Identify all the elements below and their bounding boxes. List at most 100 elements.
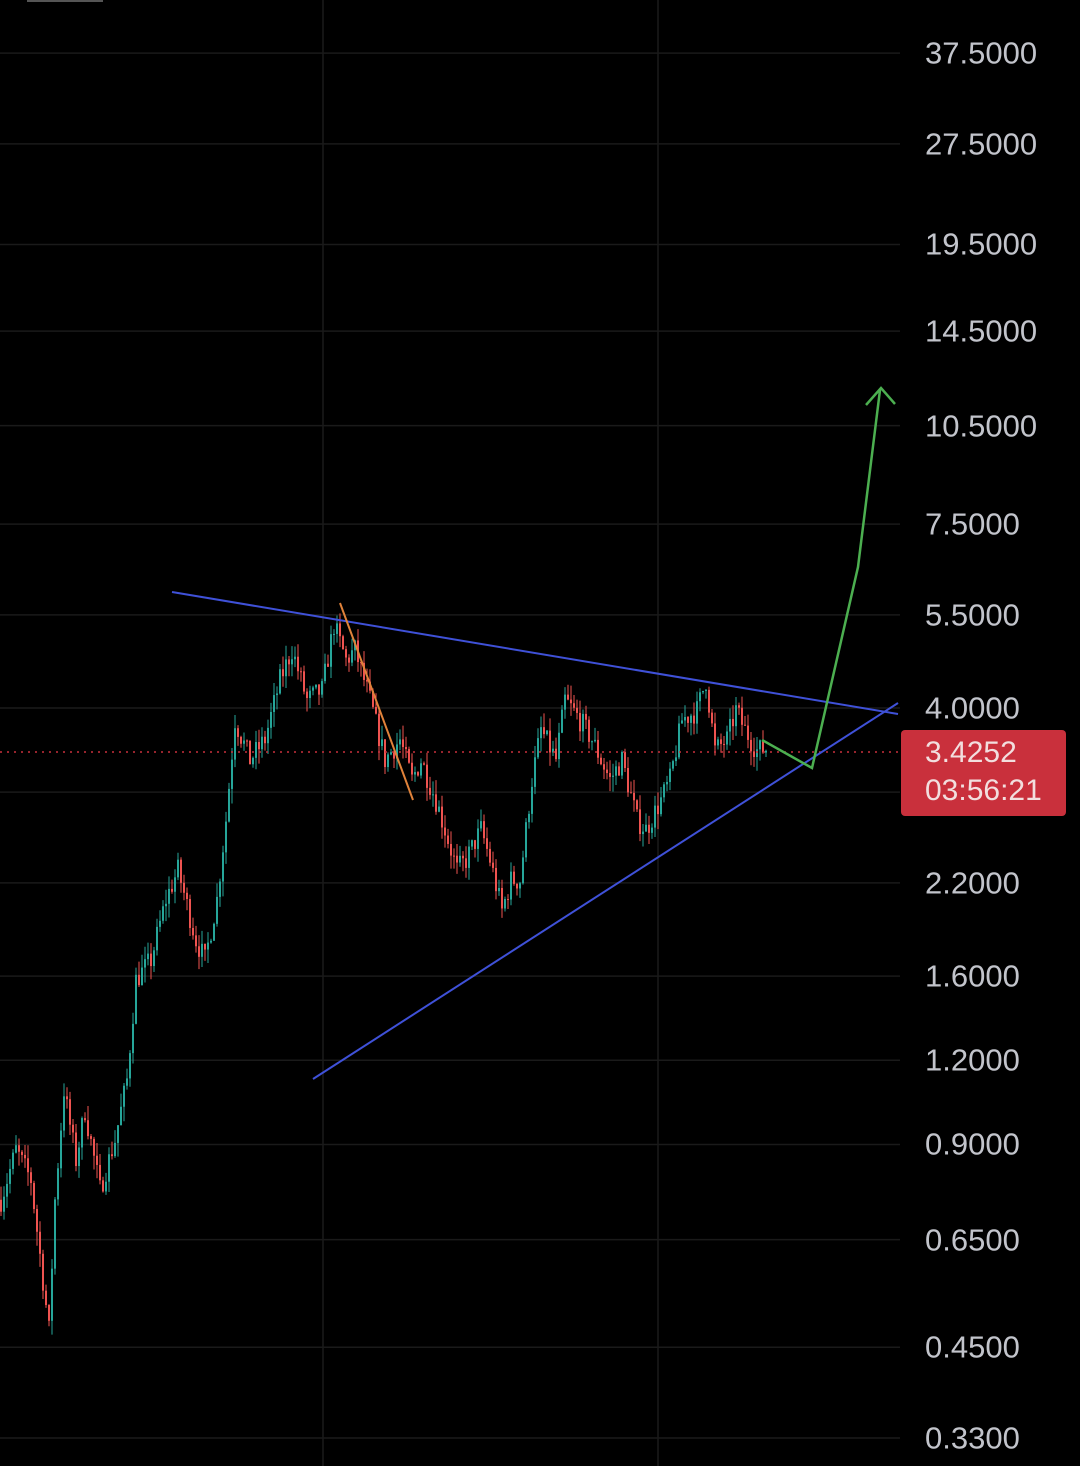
candle-body — [12, 1152, 14, 1169]
candle-body — [405, 747, 407, 750]
y-tick-label: 0.9000 — [925, 1126, 1020, 1162]
candle-body — [594, 739, 596, 742]
candle-body — [615, 766, 617, 776]
candle-body — [411, 762, 413, 775]
candle-body — [99, 1164, 101, 1181]
candle-body — [180, 859, 182, 883]
candle-body — [231, 759, 233, 789]
candle-body — [501, 888, 503, 909]
candle-body — [15, 1145, 17, 1153]
candle-body — [612, 775, 614, 777]
candle-body — [183, 882, 185, 893]
candle-body — [690, 715, 692, 723]
candle-body — [9, 1168, 11, 1184]
candle-body — [201, 943, 203, 957]
candle-body — [72, 1124, 74, 1133]
candle-body — [129, 1053, 131, 1079]
candle-body — [306, 691, 308, 698]
candle-body — [249, 740, 251, 765]
candle-body — [465, 858, 467, 868]
candle-body — [219, 881, 221, 897]
orange-drawing-line[interactable] — [339, 602, 414, 801]
candle-body — [18, 1145, 20, 1152]
candle-body — [117, 1125, 119, 1143]
candle-body — [39, 1231, 41, 1254]
candle-body — [456, 855, 458, 863]
candle-body — [336, 623, 338, 634]
y-tick-label: 0.6500 — [925, 1222, 1020, 1258]
projection-arrow[interactable] — [761, 389, 882, 770]
candle-body — [375, 706, 377, 714]
candle-body — [348, 657, 350, 663]
candle-body — [297, 656, 299, 672]
candle-body — [420, 763, 422, 776]
candle-body — [282, 669, 284, 677]
candle-body — [204, 943, 206, 950]
candle-body — [171, 888, 173, 892]
candle-body — [600, 757, 602, 765]
candle-body — [246, 740, 248, 742]
candle-body — [21, 1151, 23, 1155]
candle-body — [156, 926, 158, 951]
candle-body — [534, 757, 536, 787]
y-tick-label: 4.0000 — [925, 690, 1020, 726]
candle-body — [678, 723, 680, 758]
candle-body — [414, 772, 416, 775]
candle-body — [432, 794, 434, 796]
candle-body — [681, 720, 683, 724]
candle-body — [738, 705, 740, 708]
candle-body — [666, 781, 668, 785]
candle-body — [237, 728, 239, 737]
candle-body — [360, 662, 362, 664]
candle-body — [486, 838, 488, 849]
candle-body — [339, 623, 341, 637]
candle-body — [381, 739, 383, 747]
candle-body — [507, 898, 509, 900]
candle-body — [165, 903, 167, 907]
candle-body — [60, 1130, 62, 1169]
candle-body — [480, 821, 482, 829]
candle-body — [513, 871, 515, 884]
candle-body — [702, 690, 704, 693]
candle-body — [618, 766, 620, 776]
candle-body — [327, 663, 329, 667]
candle-body — [243, 740, 245, 744]
y-tick-label: 0.4500 — [925, 1329, 1020, 1365]
candle-body — [468, 846, 470, 868]
candle-body — [111, 1154, 113, 1157]
candle-body — [291, 659, 293, 665]
candle-body — [489, 848, 491, 863]
candle-body — [312, 687, 314, 691]
candle-body — [168, 888, 170, 904]
last-price: 3.4252 — [925, 736, 1017, 769]
candle-body — [390, 752, 392, 755]
candle-body — [423, 763, 425, 765]
candle-body — [330, 634, 332, 667]
candle-body — [63, 1096, 65, 1131]
candle-body — [471, 840, 473, 847]
candle-body — [138, 974, 140, 986]
candle-body — [444, 827, 446, 836]
candle-body — [207, 942, 209, 950]
candle-body — [93, 1138, 95, 1156]
candle-body — [744, 724, 746, 726]
candle-body — [627, 767, 629, 793]
candle-body — [741, 707, 743, 725]
candle-body — [75, 1132, 77, 1167]
candle-body — [132, 1023, 134, 1054]
resistance-trendline[interactable] — [171, 591, 899, 715]
candle-body — [294, 656, 296, 660]
candle-body — [87, 1120, 89, 1137]
candle-body — [66, 1096, 68, 1100]
candle-body — [345, 649, 347, 658]
drag-handle[interactable] — [27, 0, 103, 2]
candle-body — [483, 821, 485, 839]
candle-body — [663, 784, 665, 798]
candle-body — [510, 871, 512, 900]
candle-body — [225, 821, 227, 853]
candle-body — [318, 684, 320, 695]
support-trendline[interactable] — [312, 702, 899, 1080]
candle-body — [288, 659, 290, 665]
candle-body — [309, 690, 311, 698]
